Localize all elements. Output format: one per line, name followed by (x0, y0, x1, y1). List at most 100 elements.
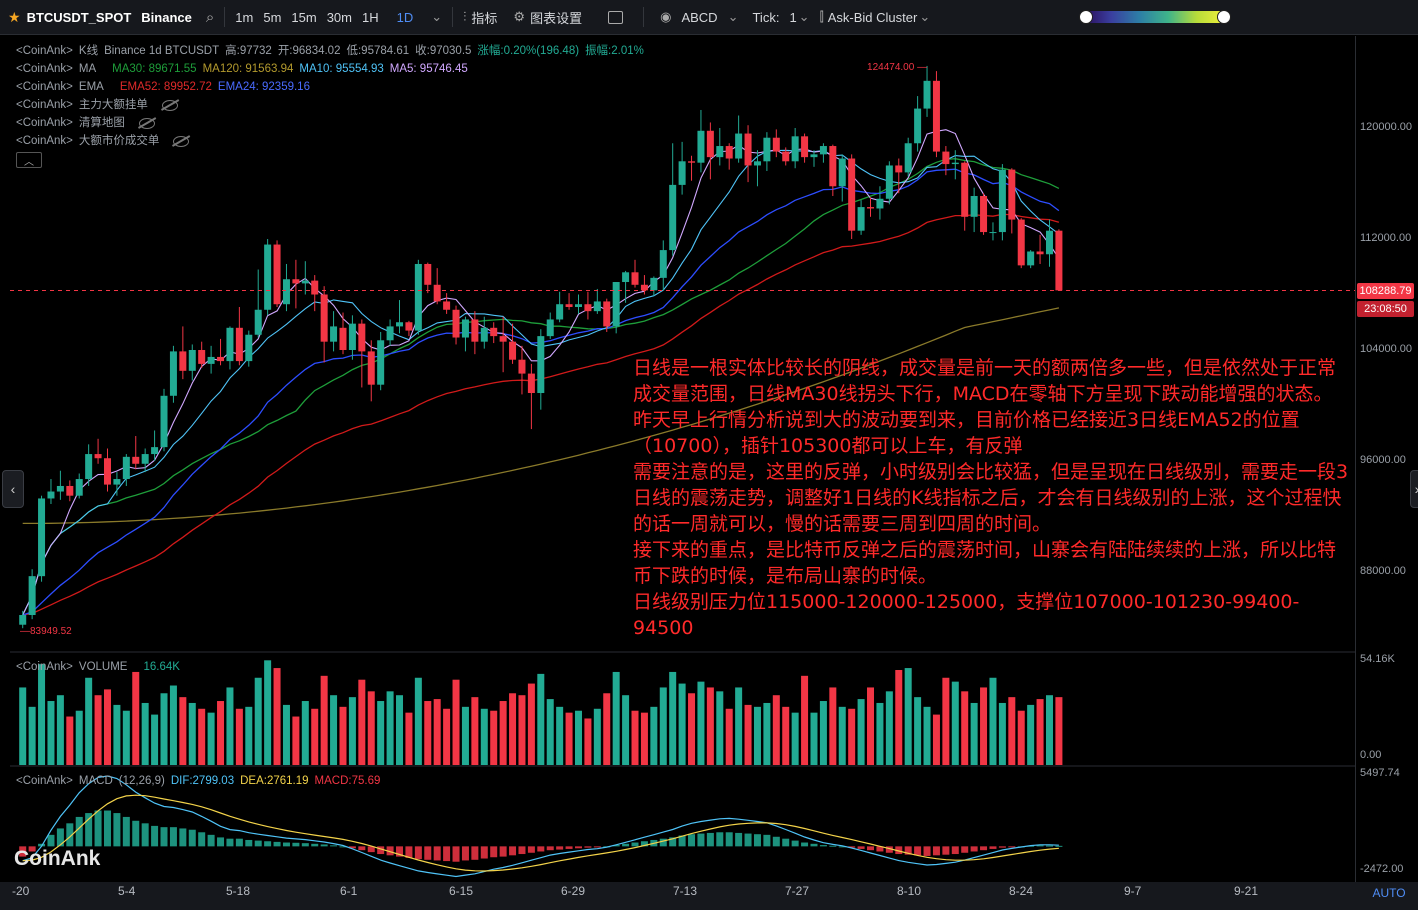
candle-body (226, 327, 234, 362)
search-icon[interactable]: ⌕ (205, 8, 215, 26)
interval-15m[interactable]: 15m (291, 9, 317, 25)
volume-bar (565, 712, 573, 765)
annotation-paragraph: 接下来的重点，是比特币反弹之后的震荡时间，山寨会有陆陆续续的上涨，所以比特币下跌… (633, 539, 1337, 587)
legend-kline[interactable]: <CoinAnk> K线 Binance 1d BTCUSDT 高:97732 … (16, 42, 644, 60)
volume-bar (838, 706, 846, 765)
legend-open: 开:96834.02 (277, 45, 341, 57)
volume-bar (1017, 710, 1025, 765)
candle-body (697, 130, 705, 163)
volume-bar (527, 683, 535, 765)
candle-body (348, 323, 356, 350)
interval-30m[interactable]: 30m (326, 9, 352, 25)
time-tick-label: 7-27 (785, 884, 810, 898)
chevron-down-icon[interactable]: ⌄ (431, 9, 443, 24)
star-icon[interactable]: ★ (8, 8, 21, 25)
candle-body (706, 130, 714, 158)
macd-histogram-bar (848, 846, 856, 848)
legend-ema24: EMA24: 92359.16 (217, 81, 310, 93)
scroll-right-button[interactable]: › (1410, 470, 1418, 508)
macd-histogram-bar (311, 843, 319, 847)
interval-1m[interactable]: 1m (235, 9, 254, 25)
chart-settings-button[interactable]: ⚙ 图表设置 (505, 0, 590, 34)
volume-bar (923, 706, 931, 765)
volume-bar (669, 671, 677, 765)
volume-bar (292, 716, 300, 765)
heatmap-range-slider[interactable] (1079, 10, 1231, 24)
auto-scale-button[interactable]: AUTO (1372, 886, 1406, 900)
interval-1d[interactable]: 1D (396, 9, 414, 25)
candle-body (396, 322, 404, 327)
candle-body (414, 263, 422, 331)
chart-canvas[interactable]: 124474.00 — —83949.52 (10, 36, 1355, 882)
hidden-eye-icon[interactable] (138, 117, 155, 129)
slider-right-handle[interactable] (1217, 10, 1231, 24)
volume-bar (1055, 697, 1063, 765)
legend-macd-params: (12,26,9) (118, 775, 165, 787)
legend-ema[interactable]: <CoinAnk> EMA EMA52: 89952.72 EMA24: 923… (16, 78, 644, 96)
candle-body (264, 244, 272, 310)
candle-body (273, 244, 281, 305)
macd-histogram-bar (753, 834, 761, 847)
legend-ma[interactable]: <CoinAnk> MA MA30: 89671.55 MA120: 91563… (16, 60, 644, 78)
abcd-selector[interactable]: ◉ ABCD ⌄ (646, 0, 746, 34)
fullscreen-button[interactable] (590, 0, 641, 34)
hidden-eye-icon[interactable] (161, 99, 178, 111)
indicators-button[interactable]: ⫶ 指标 (455, 0, 505, 34)
scroll-left-button[interactable]: ‹ (2, 470, 24, 508)
candle-body (103, 458, 111, 485)
legend-ma120: MA120: 91563.94 (202, 63, 294, 75)
volume-bar (169, 685, 177, 765)
volume-bar (848, 708, 856, 765)
interval-5m[interactable]: 5m (263, 9, 282, 25)
candle-body (160, 395, 168, 448)
candle-body (914, 108, 922, 144)
interval-1h[interactable]: 1H (362, 9, 379, 25)
slider-left-handle[interactable] (1079, 10, 1093, 24)
candle-body (330, 326, 338, 342)
macd-histogram-bar (264, 841, 272, 847)
time-tick-label: 8-24 (1009, 884, 1034, 898)
annotation-paragraph: 日线级别压力位115000-120000-125000，支撑位107000-10… (633, 591, 1300, 639)
macd-histogram-bar (320, 844, 328, 847)
macd-histogram-bar (725, 832, 733, 847)
time-tick-label: 8-10 (897, 884, 922, 898)
legend-close: 收:97030.5 (415, 45, 472, 57)
candle-body (424, 263, 432, 285)
volume-legend[interactable]: <CoinAnk> VOLUME 16.64K (16, 658, 180, 676)
collapse-legend-button[interactable]: ︿ (16, 152, 42, 168)
cluster-selector[interactable]: ⫿ Ask-Bid Cluster ⌄ (818, 0, 939, 34)
hidden-eye-icon[interactable] (173, 135, 190, 147)
volume-bar (386, 691, 394, 765)
macd-histogram-bar (565, 846, 573, 849)
macd-histogram-bar (819, 845, 827, 847)
legend-volume-name: VOLUME (78, 661, 128, 673)
macd-histogram-bar (744, 833, 752, 847)
price-axis[interactable] (1355, 36, 1418, 882)
abcd-label: ABCD (681, 9, 718, 25)
symbol-selector[interactable]: ★ BTCUSDT_SPOT Binance ⌕ (0, 0, 222, 34)
volume-bar (330, 695, 338, 765)
time-axis[interactable] (0, 882, 1418, 910)
volume-bar (490, 710, 498, 765)
volume-bar (499, 701, 507, 765)
legend-indicator-large-trades[interactable]: <CoinAnk> 大额市价成交单 (16, 132, 644, 150)
volume-bar (801, 675, 809, 765)
candle-body (518, 359, 526, 374)
legend-indicator-orderbook[interactable]: <CoinAnk> 主力大额挂单 (16, 96, 644, 114)
candle-body (716, 146, 724, 158)
macd-histogram-bar (876, 846, 884, 852)
volume-bar (612, 671, 620, 765)
volume-bar (122, 710, 130, 765)
volume-bar (113, 704, 121, 765)
legend-indicator-liquidation[interactable]: <CoinAnk> 清算地图 (16, 114, 644, 132)
volume-bar (56, 695, 64, 765)
tick-selector[interactable]: Tick: 1 ⌄ (746, 0, 817, 34)
volume-bar (151, 714, 159, 765)
macd-histogram-bar (273, 841, 281, 847)
square-icon (608, 10, 624, 24)
macd-legend[interactable]: <CoinAnk> MACD (12,26,9) DIF:2799.03 DEA… (16, 772, 380, 790)
indicators-icon: ⫶ (463, 9, 467, 24)
legend-prefix: <CoinAnk> (16, 99, 73, 111)
candle-body (574, 304, 582, 307)
volume-bar (914, 697, 922, 765)
